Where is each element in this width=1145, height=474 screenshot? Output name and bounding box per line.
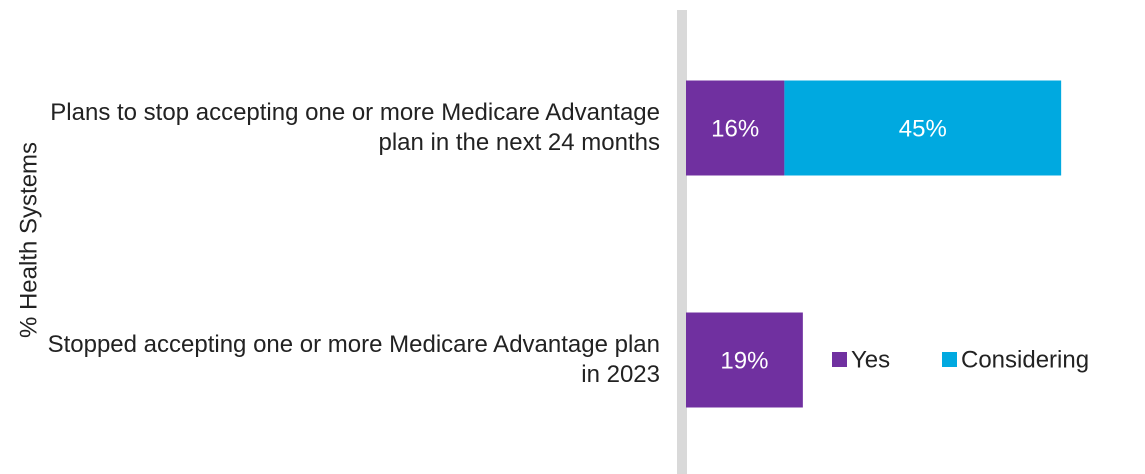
data-label: 45% [899, 115, 947, 142]
bar-segment [686, 312, 803, 408]
data-label: 19% [720, 347, 768, 374]
legend-swatch [942, 352, 957, 367]
bar-segment [784, 80, 1062, 176]
category-label: Stopped accepting one or more Medicare A… [47, 331, 660, 388]
legend-label: Yes [851, 346, 890, 373]
legend-label: Considering [961, 346, 1089, 373]
y-axis-label: % Health Systems [15, 142, 42, 338]
legend-swatch [832, 352, 847, 367]
bar-segment [686, 80, 785, 176]
data-label: 16% [711, 115, 759, 142]
axis-bar [677, 10, 687, 474]
category-label: Plans to stop accepting one or more Medi… [50, 99, 660, 156]
